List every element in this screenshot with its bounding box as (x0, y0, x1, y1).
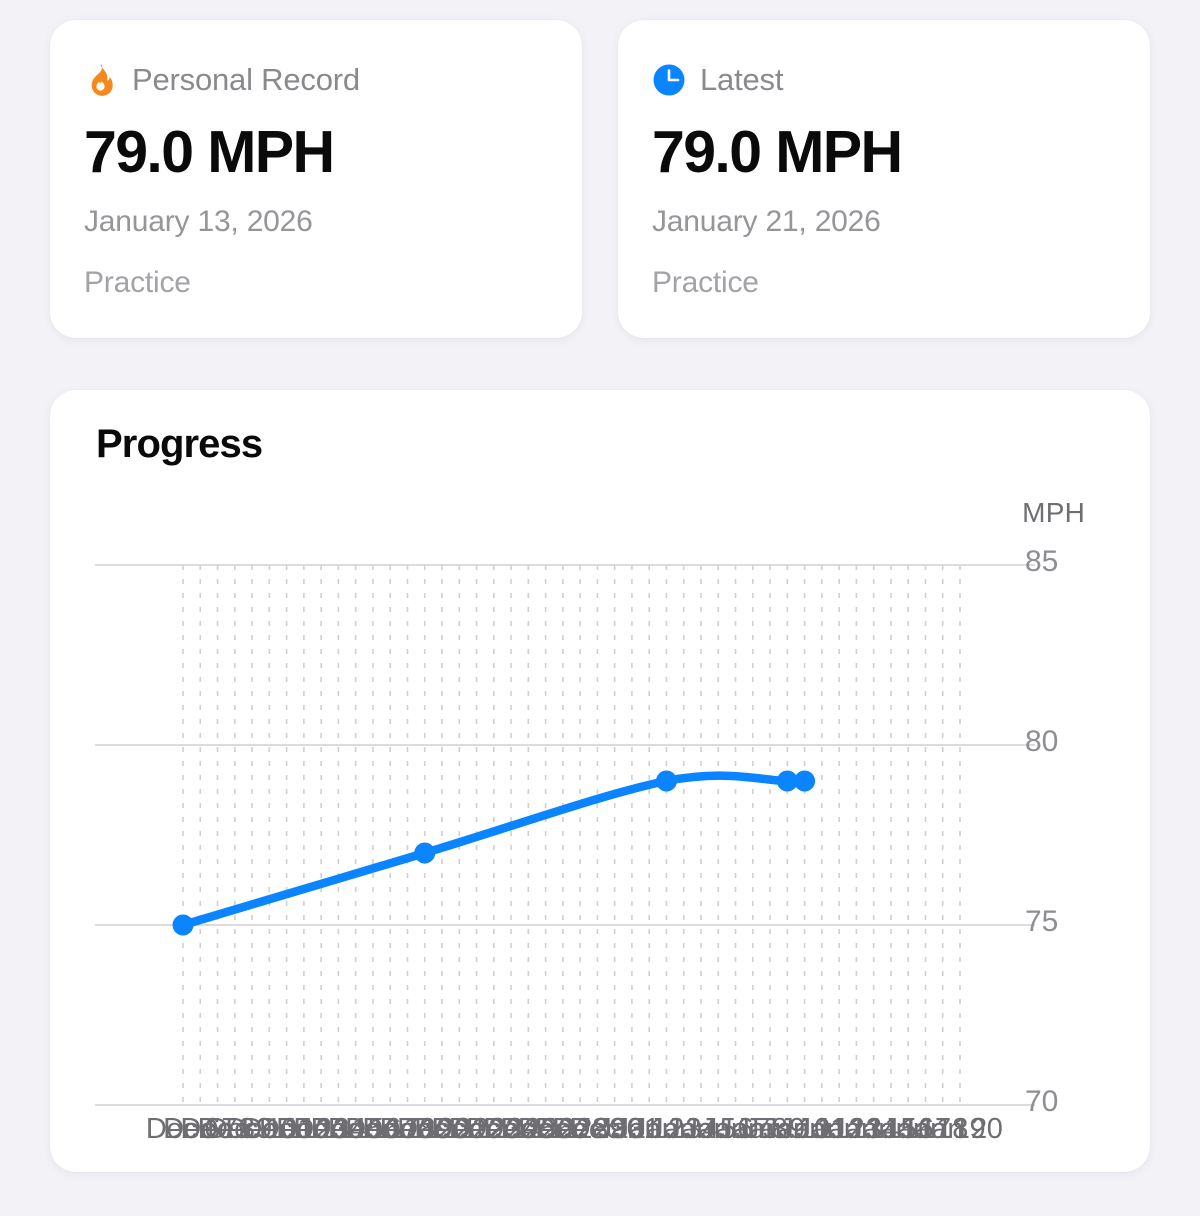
chart-unit-label: MPH (1022, 497, 1085, 528)
latest-card[interactable]: Latest 79.0 MPH January 21, 2026 Practic… (618, 20, 1150, 338)
personal-record-subtitle: Practice (84, 265, 191, 299)
chart-y-tick-label: 85 (1025, 545, 1059, 578)
chart-data-point[interactable] (414, 842, 436, 864)
progress-title: Progress (96, 422, 263, 466)
personal-record-date: January 13, 2026 (84, 204, 313, 238)
flame-icon (84, 63, 118, 97)
chart-y-tick-label: 75 (1025, 905, 1059, 938)
personal-record-card[interactable]: Personal Record 79.0 MPH January 13, 202… (50, 20, 582, 338)
progress-card: Progress MPH 85 80 75 70 Dec 6 Dec 7 Dec 8 Dec… (50, 390, 1150, 1172)
chart-data-point[interactable] (172, 914, 194, 936)
latest-date: January 21, 2026 (652, 204, 881, 238)
latest-subtitle: Practice (652, 265, 759, 299)
latest-title: Latest (700, 62, 784, 97)
chart-y-tick-label: 80 (1025, 725, 1059, 758)
personal-record-value: 79.0 MPH (84, 119, 335, 185)
latest-header: Latest (652, 58, 1116, 102)
latest-value: 79.0 MPH (652, 119, 903, 185)
personal-record-header: Personal Record (84, 58, 548, 102)
chart-data-point[interactable] (776, 770, 798, 792)
chart-y-tick-label: 70 (1025, 1085, 1059, 1118)
chart-data-point[interactable] (655, 770, 677, 792)
personal-record-title: Personal Record (132, 62, 360, 97)
progress-chart[interactable]: MPH 85 80 75 70 Dec 6 Dec 7 Dec 8 Dec 9 Dec 10 D… (50, 390, 1150, 1172)
stat-card-row: Personal Record 79.0 MPH January 13, 202… (50, 20, 1150, 338)
chart-canvas (95, 564, 1035, 1110)
clock-icon (652, 63, 686, 97)
chart-data-point[interactable] (794, 770, 816, 792)
